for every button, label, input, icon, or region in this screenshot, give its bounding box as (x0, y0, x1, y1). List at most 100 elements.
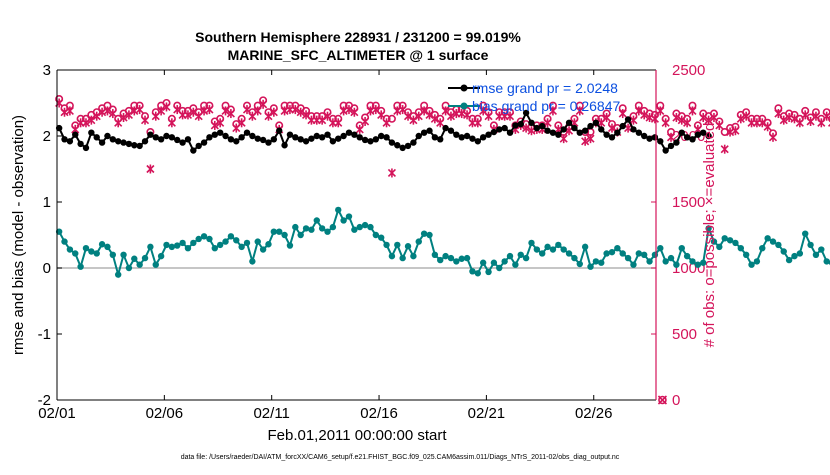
rmse-point (635, 129, 643, 136)
rmse-point (249, 132, 256, 140)
bias-point (206, 235, 213, 243)
obs-possible-point (377, 106, 386, 115)
bias-point (147, 243, 154, 251)
y-tick-label-left: 2 (43, 128, 51, 145)
rmse-point (501, 124, 508, 132)
rmse-point (512, 122, 519, 129)
bias-point (603, 250, 610, 257)
bias-point (667, 254, 675, 262)
rmse-point (286, 131, 294, 138)
rmse-point (485, 131, 492, 138)
obs-possible-point (709, 109, 718, 118)
rmse-point (195, 142, 202, 150)
rmse-point (66, 138, 74, 145)
obs-possible-point (398, 101, 407, 110)
bias-point (55, 228, 63, 235)
obs-possible-point (178, 106, 187, 115)
rmse-point (458, 134, 465, 141)
obs-possible-point (151, 108, 160, 117)
y-tick-label-right: 0 (672, 392, 680, 409)
rmse-point (243, 129, 251, 136)
bias-point (506, 252, 514, 260)
bias-point (705, 225, 712, 232)
bias-point (184, 245, 192, 252)
bias-point (329, 223, 337, 231)
bias-point (377, 234, 385, 241)
bias-point (254, 238, 261, 245)
bias-point (608, 248, 616, 256)
rmse-point (437, 136, 444, 143)
bias-point (426, 231, 433, 239)
rmse-point (361, 136, 369, 144)
bias-point (555, 241, 562, 249)
bias-point (388, 252, 396, 260)
bias-point (673, 261, 680, 268)
bias-point (136, 261, 143, 268)
rmse-point (528, 119, 535, 127)
legend-bias-marker (460, 102, 468, 110)
obs-possible-point (817, 114, 826, 123)
obs-possible-point (232, 120, 241, 129)
rmse-point (694, 131, 702, 138)
rmse-point (335, 135, 342, 142)
obs-possible-point (141, 112, 150, 121)
bias-point (823, 258, 830, 265)
obs-possible-point (473, 114, 482, 123)
bias-point (104, 243, 111, 251)
obs-possible-point (350, 104, 359, 113)
obs-possible-point (81, 114, 90, 123)
bias-point (683, 252, 691, 260)
bias-point (485, 268, 492, 276)
rmse-point (163, 132, 170, 140)
bias-point (818, 246, 825, 253)
bias-point (222, 238, 229, 245)
obs-possible-point (189, 104, 198, 113)
bias-point (93, 250, 100, 257)
obs-possible-point (173, 101, 182, 110)
rmse-point (651, 134, 659, 141)
bias-point (270, 228, 278, 235)
obs-possible-point (114, 114, 123, 123)
bias-point (592, 258, 600, 265)
chart-title-line2: MARINE_SFC_ALTIMETER @ 1 surface (228, 47, 489, 63)
bias-point (447, 254, 455, 262)
bias-point (748, 261, 755, 268)
rmse-point (157, 136, 165, 143)
obs-possible-point (597, 114, 606, 123)
obs-possible-point (307, 112, 316, 121)
rmse-point (222, 132, 229, 140)
obs-possible-point (371, 101, 380, 110)
rmse-point (61, 136, 68, 143)
bias-point (742, 251, 750, 258)
bias-point (152, 261, 159, 268)
bias-point (651, 251, 659, 258)
obs-possible-point (801, 106, 810, 115)
obs-possible-point (404, 108, 413, 117)
bias-point (415, 238, 422, 245)
rmse-point (410, 139, 417, 146)
legend-rmse-label: rmse grand pr = 2.0248 (472, 80, 618, 96)
rmse-point (394, 142, 401, 149)
obs-evaluated-point (146, 164, 155, 174)
obs-possible-point (382, 114, 391, 123)
rmse-point (141, 138, 149, 145)
obs-possible-point (425, 106, 434, 115)
bias-point (549, 246, 557, 253)
bias-point (120, 251, 127, 258)
bias-point (286, 242, 294, 249)
bias-point (195, 235, 202, 243)
obs-possible-point (259, 96, 268, 105)
obs-possible-point (226, 105, 235, 114)
rmse-point (463, 132, 471, 140)
rmse-point (55, 124, 63, 132)
rmse-point (506, 129, 514, 136)
bias-point (292, 223, 299, 231)
x-tick-label: 02/06 (146, 405, 184, 422)
bias-point (404, 243, 412, 250)
rmse-point (211, 131, 219, 138)
bias-point (335, 206, 342, 214)
rmse-point (174, 136, 181, 144)
rmse-point (109, 136, 117, 143)
y-tick-label-right: 500 (672, 326, 697, 343)
